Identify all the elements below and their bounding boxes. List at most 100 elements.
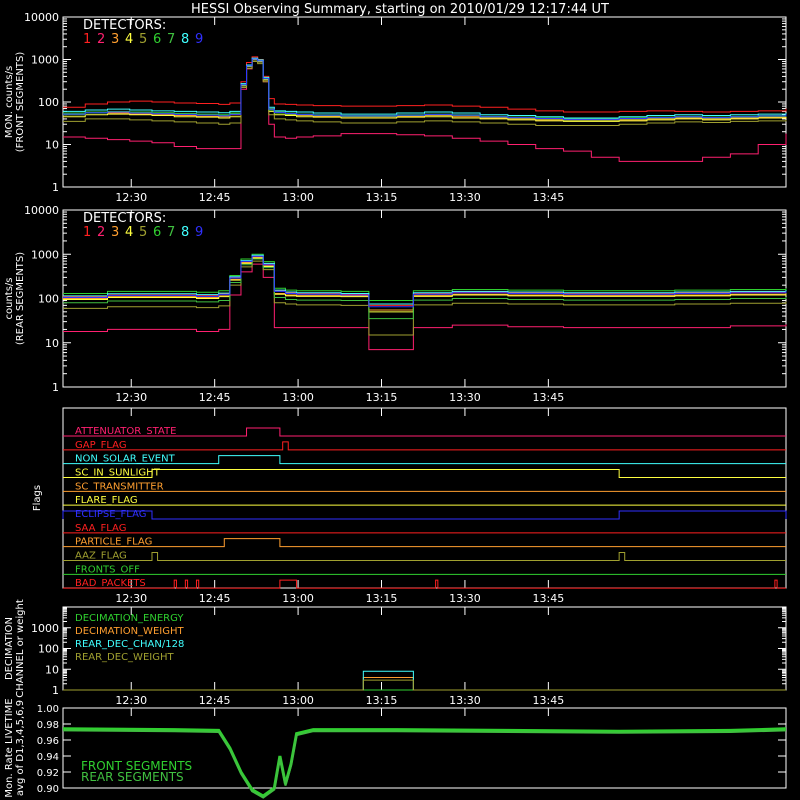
flags-xtick-label: 13:00 (282, 592, 314, 605)
rear-legend-item: 5 (139, 225, 147, 240)
flags-xtick-label: 13:45 (533, 592, 565, 605)
livetime-ytick-label: 1.00 (37, 704, 59, 715)
decimation-xtick-label: 13:45 (533, 694, 565, 707)
decimation-xtick-label: 13:30 (449, 694, 481, 707)
front-series-detector-5 (63, 60, 787, 126)
flag-line-non-solar-event (63, 455, 786, 465)
flags-xtick-label: 12:45 (199, 592, 231, 605)
front-legend-item: 8 (181, 32, 189, 47)
rear-ylabel-line: (REAR SEGMENTS) (15, 252, 26, 345)
flag-label: NON_SOLAR_EVENT (75, 454, 176, 465)
rear-legend-item: 7 (167, 225, 175, 240)
front-legend-item: 2 (97, 32, 105, 47)
front-ytick-label: 10000 (24, 11, 59, 24)
front-legend-item: 9 (195, 32, 203, 47)
livetime-ytick-label: 0.90 (37, 784, 59, 795)
rear-series-detector-7 (63, 258, 787, 320)
front-ylabel-line: (FRONT SEGMENTS) (15, 52, 26, 153)
rear-ytick-label: 100 (38, 293, 59, 306)
rear-series-detector-6 (63, 253, 787, 302)
rear-legend-item: 3 (111, 225, 119, 240)
flags-xtick-label: 12:30 (115, 592, 147, 605)
front-legend-item: 7 (167, 32, 175, 47)
rear-legend-item: 6 (153, 225, 161, 240)
front-series-detector-2 (63, 59, 787, 162)
decimation-ytick-label: 100 (38, 643, 59, 656)
flag-label: SC_TRANSMITTER (75, 481, 164, 492)
front-xtick-label: 13:45 (533, 191, 565, 204)
livetime-series-2 (62, 729, 787, 799)
front-legend-item: 1 (83, 32, 91, 47)
rear-series-detector-2 (63, 263, 787, 351)
rear-legend-item: 2 (97, 225, 105, 240)
livetime-ytick-label: 0.98 (37, 720, 59, 731)
decimation-legend-item: DECIMATION_WEIGHT (75, 626, 184, 637)
rear-xtick-label: 13:30 (449, 391, 481, 404)
flag-line-eclipse-flag (62, 510, 787, 520)
flags-ylabel-line: Flags (32, 485, 43, 511)
decimation-legend-item: REAR_DEC_WEIGHT (75, 652, 174, 663)
flag-line-bad-packets (63, 579, 786, 589)
rear-series-detector-5 (63, 260, 787, 336)
front-xtick-label: 13:30 (449, 191, 481, 204)
decimation-series-4 (63, 679, 786, 691)
rear-legend-item: 9 (195, 225, 203, 240)
flag-label: PARTICLE_FLAG (75, 537, 152, 548)
livetime-ylabel: Mon. Rate LIVETIME avg of D1,3,4,5,6,9 (4, 698, 26, 797)
flags-xtick-label: 13:30 (449, 592, 481, 605)
rear-ylabel: counts/s (REAR SEGMENTS) (4, 252, 26, 345)
decimation-legend-item: REAR_DEC_CHAN/128 (75, 639, 184, 650)
rear-legend-item: 4 (125, 225, 133, 240)
front-ylabel: MON. counts/s (FRONT SEGMENTS) (4, 52, 26, 153)
decimation-ylabel: DECIMATION CHANNEL or weight (4, 599, 26, 698)
livetime-ylabel-line: avg of D1,3,4,5,6,9 (15, 700, 26, 796)
front-xtick-label: 13:15 (366, 191, 398, 204)
front-ytick-label: 1000 (31, 54, 59, 67)
flag-label: GAP_FLAG (75, 440, 127, 451)
front-series-detector-4 (63, 59, 787, 122)
rear-series-detector-8 (63, 254, 787, 305)
decimation-ylabel-line: CHANNEL or weight (15, 599, 26, 698)
livetime-ytick-label: 0.96 (37, 736, 59, 747)
decimation-ytick-label: 1 (52, 684, 59, 697)
rear-ytick-label: 1000 (31, 248, 59, 261)
decimation-xtick-label: 13:00 (282, 694, 314, 707)
livetime-frame (62, 707, 787, 789)
flag-label: SAA_FLAG (75, 523, 126, 534)
rear-ytick-label: 10 (45, 337, 59, 350)
rear-xtick-label: 13:45 (533, 391, 565, 404)
decimation-xtick-label: 13:15 (366, 694, 398, 707)
livetime-legend-item: REAR SEGMENTS (81, 770, 184, 784)
front-legend-item: 5 (139, 32, 147, 47)
rear-xtick-label: 13:15 (366, 391, 398, 404)
flag-line-sc-in-sunlight (63, 469, 786, 478)
front-ytick-label: 100 (38, 96, 59, 109)
front-legend-title: DETECTORS: (83, 18, 166, 33)
rear-legend-item: 1 (83, 225, 91, 240)
flag-label: FLARE_FLAG (75, 495, 138, 506)
flag-line-particle-flag (63, 538, 786, 548)
front-xtick-label: 12:45 (199, 191, 231, 204)
decimation-legend-item: DECIMATION_ENERGY (75, 613, 184, 624)
rear-xtick-label: 12:30 (115, 391, 147, 404)
figure-title: HESSI Observing Summary, starting on 201… (191, 2, 609, 17)
flag-line-attenuator-state (63, 427, 786, 437)
front-series-detector-1 (63, 56, 787, 113)
livetime-ytick-label: 0.94 (37, 752, 59, 763)
rear-ylabel-line: counts/s (4, 277, 15, 319)
front-ylabel-line: MON. counts/s (4, 66, 15, 138)
livetime-ytick-label: 0.92 (37, 768, 59, 779)
front-series-detector-9 (63, 58, 787, 120)
decimation-xtick-label: 12:45 (199, 694, 231, 707)
flag-label: BAD_PACKETS (75, 578, 146, 589)
flag-label: ECLIPSE_FLAG (75, 509, 146, 520)
rear-series-detector-9 (63, 255, 787, 308)
flag-label: ATTENUATOR_STATE (75, 426, 176, 437)
decimation-ylabel-line: DECIMATION (4, 617, 15, 680)
flags-xtick-label: 13:15 (366, 592, 398, 605)
livetime-ylabel-line: Mon. Rate LIVETIME (4, 698, 15, 797)
flag-label: SC_IN_SUNLIGHT (75, 468, 161, 479)
rear-xtick-label: 13:00 (282, 391, 314, 404)
